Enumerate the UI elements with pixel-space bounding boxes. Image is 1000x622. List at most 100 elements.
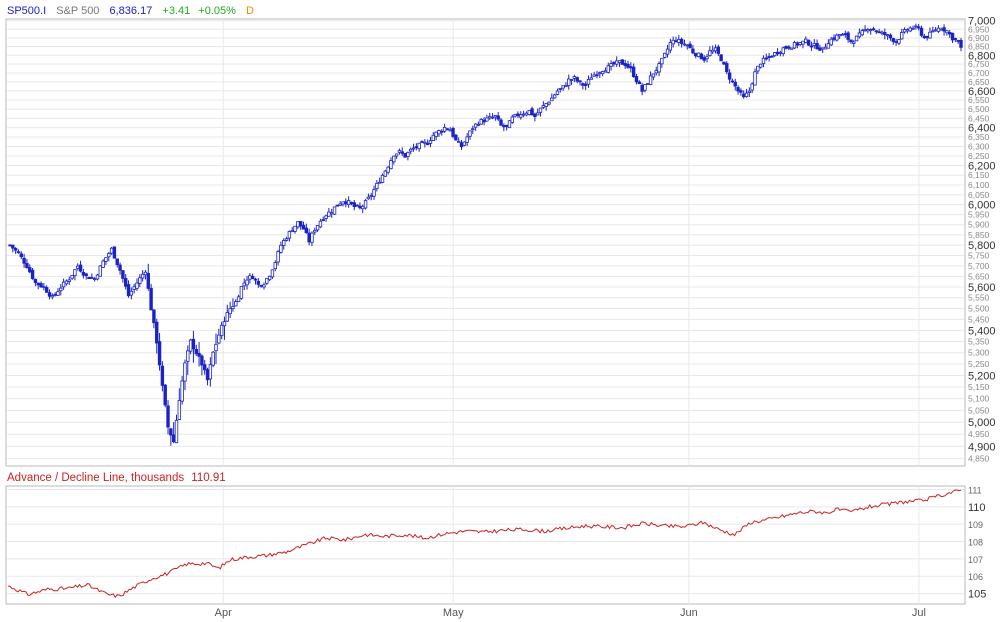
candle-body [922,35,927,39]
candle-body [688,43,692,49]
candle-body [623,63,627,67]
candle-body [764,57,768,60]
candle-body [702,57,706,61]
candle-body [609,63,613,67]
candle-body [152,309,156,324]
candle-body [592,74,596,77]
candle-body [392,155,396,163]
candle-body [8,244,12,247]
candle-body [160,365,165,386]
price-tick-label-minor: 5,350 [968,337,990,347]
candle-body [101,260,105,268]
adl-tick-label: 110 [968,502,986,514]
last-price: 6,836.17 [110,5,153,17]
adl-horizontal-grid [7,488,964,595]
candle-body [770,55,774,58]
candle-body [400,151,404,154]
candle-body [338,203,342,206]
candle-body [801,40,805,45]
candle-body [654,70,658,74]
candle-body [931,30,935,33]
candle-body [849,39,853,43]
candle-body [600,71,605,75]
candle-body [231,306,235,310]
candle-body [242,282,246,287]
candle-body [674,40,678,43]
adl-tick-label: 108 [968,538,983,548]
candle-body [304,227,309,234]
candle-body [386,166,390,173]
candle-body [70,274,74,279]
candle-body [279,244,283,253]
adl-panel [5,485,966,605]
candle-body [327,211,331,217]
candle-body [200,355,204,366]
candle-body [939,28,943,31]
candle-body [124,277,128,287]
candle-body [363,200,368,209]
price-tick-label-minor: 5,950 [968,210,990,220]
candle-body [479,119,483,125]
candle-body [13,248,18,251]
candle-body [499,119,503,126]
candle-body [335,204,340,207]
candle-body [92,278,97,280]
candle-body [22,257,26,264]
candle-body [428,140,433,144]
candle-body [606,65,610,73]
candle-body [417,142,421,150]
candle-body [773,52,777,57]
candle-body [375,182,379,190]
price-tick-label-minor: 5,300 [968,348,990,358]
candle-body [538,107,543,113]
candle-body [90,277,94,279]
price-tick-label-minor: 5,900 [968,220,990,230]
candle-body [104,257,108,262]
candle-body [530,108,534,116]
candle-body [420,141,424,143]
candle-body [908,27,912,32]
candle-body [403,153,407,158]
candle-body [380,174,385,183]
candle-body [787,46,791,49]
candle-body [112,246,117,259]
price-tick-label-minor: 5,650 [968,271,990,281]
candle-body [310,232,314,243]
candle-body [536,112,540,116]
candle-body [502,125,506,128]
candle-body [795,42,800,46]
candle-body [550,97,554,102]
candle-body [440,130,444,133]
candle-body [694,53,698,57]
candle-body [725,63,729,73]
candle-body [87,276,91,280]
symbol-label[interactable]: SP500.I [7,5,46,17]
candle-body [519,114,523,118]
candle-body [217,334,221,344]
candle-body [454,134,458,141]
chart-header: SP500.I S&P 500 6,836.17 +3.41 +0.05% D [7,5,254,17]
candle-body [313,229,317,233]
candle-body [682,43,687,46]
candle-body [59,287,63,292]
candle-body [456,140,461,143]
candle-body [228,308,232,315]
x-axis-labels: AprMayJunJulAugSepOctNovDec2026Feb [215,607,926,619]
candle-body [767,56,771,58]
candle-body [925,35,929,39]
candle-body [140,273,145,279]
candle-body [758,63,763,68]
candle-body [270,269,275,278]
period-label[interactable]: D [246,5,254,17]
candle-body [245,279,249,286]
candle-body [214,343,218,352]
candle-body [679,38,684,44]
price-tick-label-minor: 4,950 [968,429,990,439]
candle-body [868,29,873,31]
candle-body [809,45,814,48]
candle-body [603,70,608,73]
candle-body [513,113,517,117]
price-tick-label-major: 5,400 [968,325,996,337]
candle-body [177,399,182,420]
candle-body [118,264,122,271]
